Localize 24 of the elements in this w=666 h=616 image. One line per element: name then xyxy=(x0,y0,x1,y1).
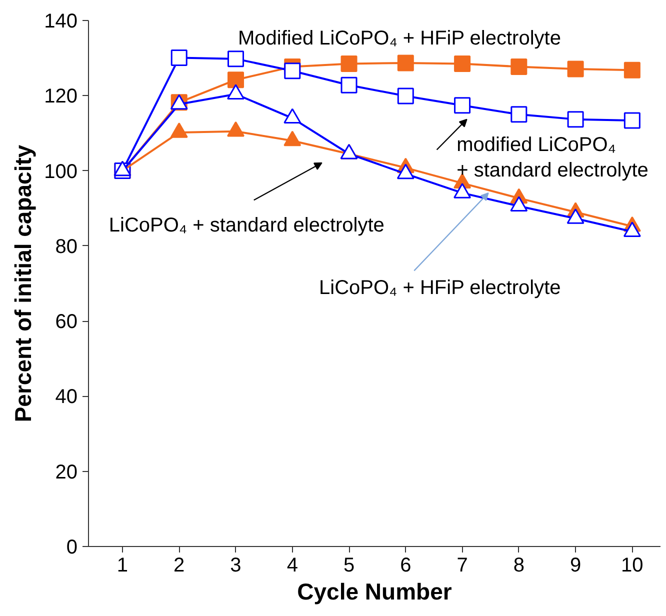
annotation: LiCoPO₄ + standard electrolyte xyxy=(108,214,384,236)
x-tick-label: 3 xyxy=(230,554,242,576)
y-axis-title: Percent of initial capacity xyxy=(10,144,36,422)
x-tick-label: 7 xyxy=(456,554,468,576)
annotation: modified LiCoPO₄ + standard electrolyte xyxy=(456,134,648,182)
x-tick-label: 10 xyxy=(621,554,644,576)
x-tick-label: 5 xyxy=(343,554,355,576)
x-tick-label: 6 xyxy=(400,554,412,576)
x-tick-label: 1 xyxy=(116,554,128,576)
y-tick-label: 140 xyxy=(44,10,78,32)
x-axis-title: Cycle Number xyxy=(297,578,452,604)
y-tick-label: 0 xyxy=(66,536,78,558)
y-tick-label: 20 xyxy=(55,461,78,484)
y-tick-label: 80 xyxy=(55,236,78,258)
x-tick-label: 2 xyxy=(174,554,185,576)
y-tick-label: 60 xyxy=(55,311,78,334)
annotation: Modified LiCoPO₄ + HFiP electrolyte xyxy=(238,28,561,50)
x-tick-label: 4 xyxy=(286,554,298,576)
x-tick-label: 8 xyxy=(513,554,524,576)
x-tick-label: 9 xyxy=(570,554,582,576)
y-tick-label: 120 xyxy=(44,86,78,108)
y-tick-label: 100 xyxy=(44,160,78,183)
annotation: LiCoPO₄ + HFiP electrolyte xyxy=(319,277,561,300)
y-tick-label: 40 xyxy=(55,386,78,408)
